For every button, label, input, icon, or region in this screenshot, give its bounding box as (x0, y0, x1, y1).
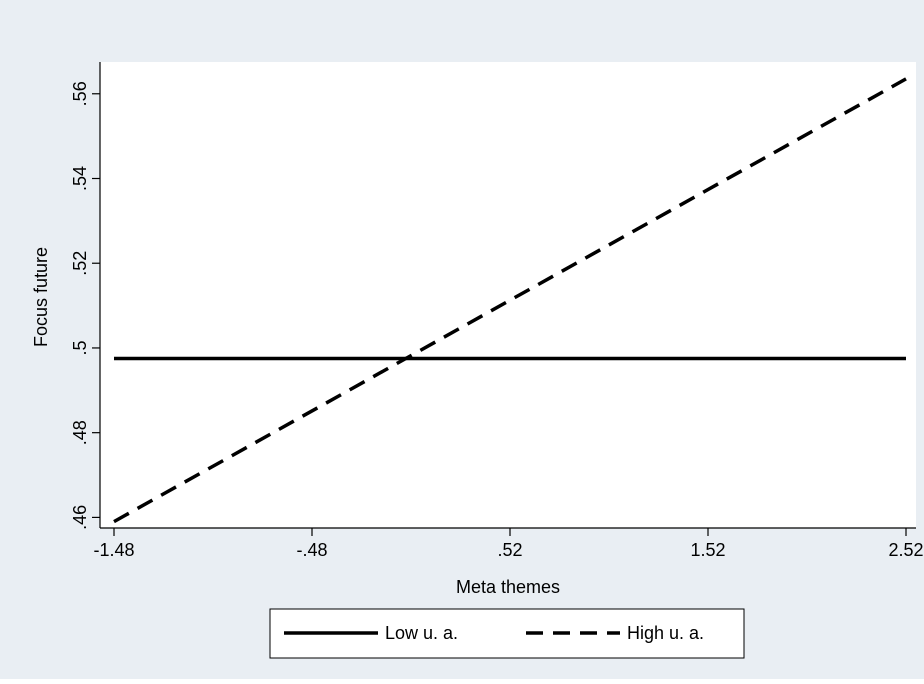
y-tick-label: .52 (70, 251, 90, 276)
series-line-high-u-a (113, 77, 907, 524)
y-tick-label: .48 (70, 420, 90, 445)
x-tick-label: .52 (497, 540, 522, 560)
series-layer (113, 77, 907, 524)
y-tick-label: .5 (70, 340, 90, 355)
x-tick-label: 2.52 (888, 540, 923, 560)
plot-area (100, 62, 916, 528)
y-tick-label: .56 (70, 81, 90, 106)
y-tick-label: .54 (70, 166, 90, 191)
x-tick-label: -.48 (296, 540, 327, 560)
legend: Low u. a. High u. a. (269, 608, 745, 659)
y-tick-label: .46 (70, 505, 90, 530)
x-tick-label: -1.48 (93, 540, 134, 560)
x-ticks-layer: -1.48 -.48 .52 1.52 2.52 (93, 528, 924, 560)
y-ticks-layer: .46 .48 .5 .52 .54 .56 (70, 81, 100, 530)
y-axis-title: Focus future (31, 247, 51, 347)
legend-label-low: Low u. a. (385, 623, 458, 643)
x-axis-title: Meta themes (456, 577, 560, 597)
legend-label-high: High u. a. (627, 623, 704, 643)
x-tick-label: 1.52 (690, 540, 725, 560)
